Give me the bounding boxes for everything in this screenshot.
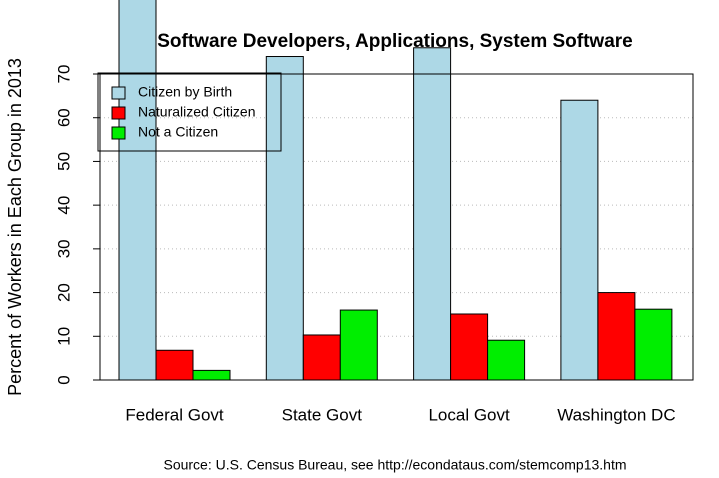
bar — [192, 369, 231, 381]
x-tick-label: Local Govt — [428, 405, 510, 424]
plot-box — [99, 73, 694, 381]
bar — [634, 308, 673, 381]
legend: Citizen by Birth Naturalized Citizen Not a… — [97, 72, 282, 152]
bar — [450, 313, 489, 381]
y-tick-label: 60 — [54, 108, 73, 127]
y-tick-label: 10 — [54, 327, 73, 346]
bar — [560, 99, 599, 381]
legend-box — [97, 72, 282, 152]
legend-swatch — [111, 126, 126, 140]
legend-swatch — [111, 106, 126, 120]
chart-title: Software Developers, Applications, Syste… — [157, 31, 633, 52]
y-tick-label: 0 — [54, 375, 73, 384]
legend-swatch — [111, 86, 126, 100]
x-tick-label: State Govt — [282, 405, 363, 424]
legend-label: Not a Citizen — [138, 124, 218, 140]
x-tick-label: Federal Govt — [125, 405, 224, 424]
bar — [118, 0, 157, 381]
bar — [155, 349, 194, 381]
y-axis-label: Percent of Workers in Each Group in 2013 — [5, 58, 25, 396]
y-tick-label: 30 — [54, 239, 73, 258]
y-tick-label: 70 — [54, 65, 73, 84]
bar — [265, 56, 304, 381]
bar — [597, 292, 636, 381]
y-tick-label: 50 — [54, 152, 73, 171]
legend-label: Citizen by Birth — [138, 84, 232, 100]
y-tick-label: 20 — [54, 283, 73, 302]
y-tick-label: 40 — [54, 196, 73, 215]
bar — [302, 334, 341, 381]
bar — [339, 309, 378, 381]
bar — [413, 47, 452, 381]
x-tick-label: Washington DC — [557, 405, 675, 424]
legend-label: Naturalized Citizen — [138, 104, 256, 120]
bar — [487, 339, 526, 381]
source-note: Source: U.S. Census Bureau, see http://e… — [163, 457, 626, 473]
